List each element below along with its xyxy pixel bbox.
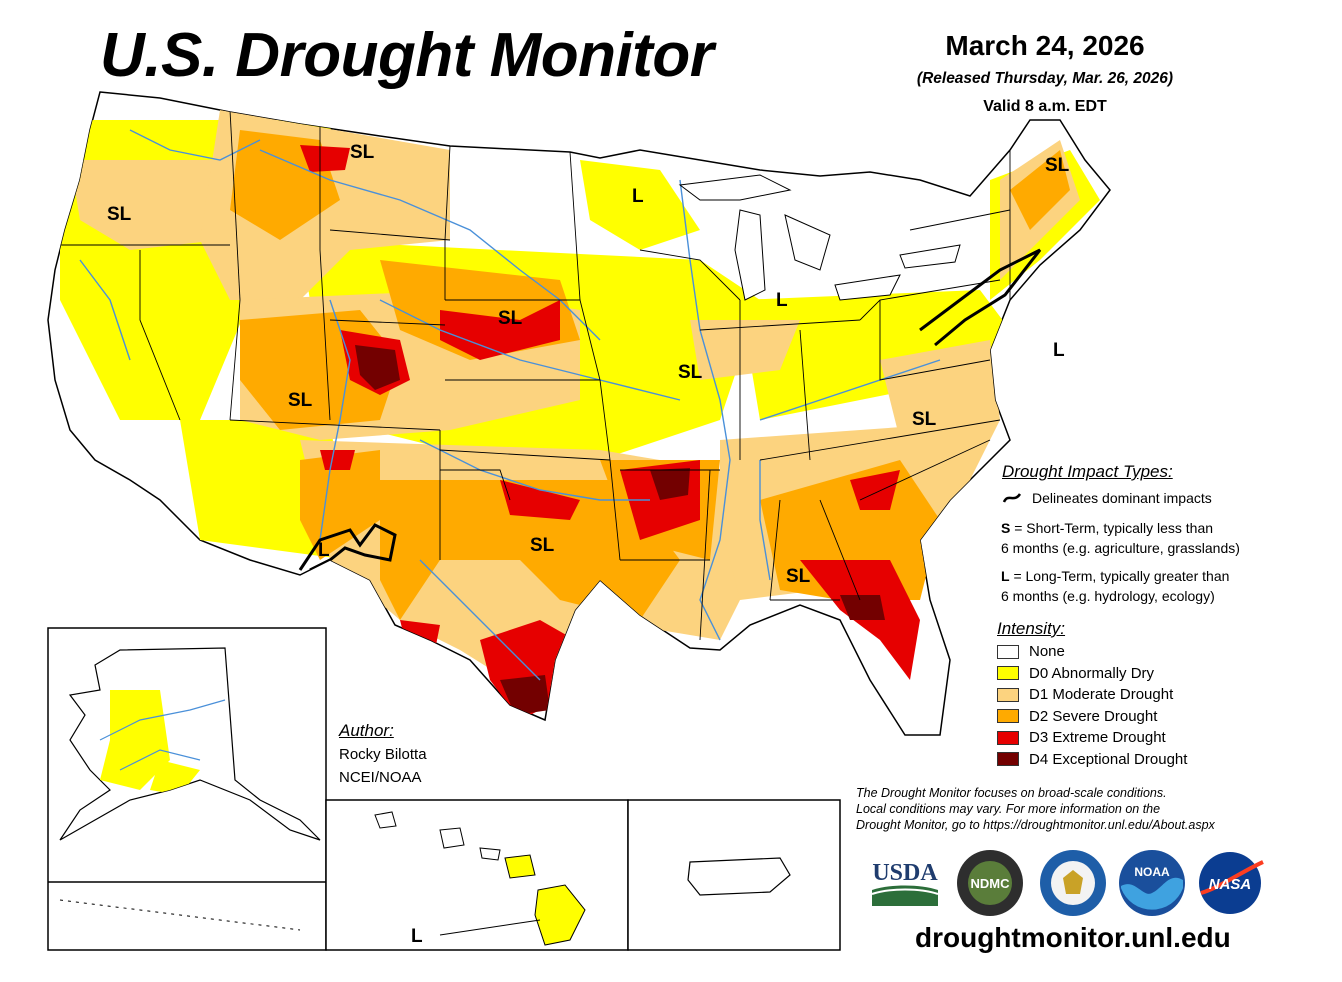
short-term-definition: S = Short-Term, typically less than 6 mo… [1001, 518, 1301, 558]
d0-region [580, 160, 700, 250]
legend-swatch [997, 730, 1019, 745]
impact-label: L [411, 926, 423, 947]
long-term-key: L [1001, 568, 1010, 584]
legend-item: D1 Moderate Drought [997, 684, 1187, 706]
valid-time: Valid 8 a.m. EDT [983, 98, 1107, 115]
hawaii-map [374, 811, 586, 946]
legend-swatch [997, 666, 1019, 681]
impact-label: SL [530, 535, 555, 556]
ndmc-logo-text: NDMC [971, 876, 1011, 891]
d3-region [300, 145, 350, 172]
conus-map [47, 91, 1111, 736]
impact-boundaries [298, 248, 1042, 572]
short-term-desc2: 6 months (e.g. agriculture, grasslands) [1001, 540, 1240, 556]
impact-label: SL [786, 566, 811, 587]
d2-region [1010, 150, 1070, 230]
legend-item: D2 Severe Drought [997, 706, 1187, 728]
legend-swatch [997, 644, 1019, 659]
impact-types-heading: Drought Impact Types: [1002, 462, 1173, 481]
legend-label: D4 Exceptional Drought [1029, 750, 1188, 768]
d2-region [300, 450, 380, 560]
boundary-line-icon [1002, 493, 1022, 503]
d4-region [500, 675, 550, 715]
legend-swatch [997, 752, 1019, 767]
release-date: (Released Thursday, Mar. 26, 2026) [916, 70, 1174, 87]
author-org: NCEI/NOAA [339, 769, 422, 786]
impact-label: SL [678, 362, 703, 383]
website-url[interactable]: droughtmonitor.unl.edu [915, 922, 1231, 953]
d3-region [320, 450, 355, 470]
legend-label: D2 Severe Drought [1029, 707, 1158, 725]
short-term-desc: = Short-Term, typically less than [1010, 520, 1214, 536]
long-term-definition: L = Long-Term, typically greater than 6 … [1001, 566, 1301, 606]
disclaimer-line: Local conditions may vary. For more info… [856, 802, 1161, 816]
legend-label: D3 Extreme Drought [1029, 729, 1166, 747]
impact-label: SL [1045, 155, 1070, 176]
d4-region [355, 345, 400, 390]
d4-region [840, 595, 885, 620]
d1-region [70, 160, 220, 250]
map-date: March 24, 2026 [945, 30, 1145, 61]
usda-logo-text: USDA [872, 860, 938, 886]
impact-label: SL [350, 142, 375, 163]
noaa-logo-text: NOAA [1134, 865, 1170, 879]
legend-swatch [997, 687, 1019, 702]
d3-region [440, 300, 560, 360]
legend-label: D0 Abnormally Dry [1029, 664, 1155, 682]
great-lakes [678, 174, 961, 301]
long-term-desc2: 6 months (e.g. hydrology, ecology) [1001, 588, 1215, 604]
puerto-rico-map [687, 857, 791, 896]
impact-label: L [776, 290, 788, 311]
d3-region [500, 480, 580, 520]
legend-item: D4 Exceptional Drought [997, 749, 1187, 771]
impact-label: SL [107, 204, 132, 225]
d0-region [740, 290, 1010, 420]
legend-item: D3 Extreme Drought [997, 727, 1187, 749]
legend-swatch [997, 709, 1019, 724]
delineates-text: Delineates dominant impacts [1032, 490, 1212, 506]
impact-label: L [318, 540, 330, 561]
d1-region [880, 340, 1000, 440]
commerce-logo [1040, 850, 1106, 916]
author-heading: Author: [339, 721, 394, 740]
legend-label: None [1029, 643, 1065, 661]
ndmc-logo: NDMC [957, 850, 1023, 916]
impact-label: SL [288, 390, 313, 411]
delineates-legend: Delineates dominant impacts [1002, 490, 1212, 506]
legend-item: None [997, 641, 1187, 663]
intensity-heading: Intensity: [997, 619, 1066, 638]
map-title: U.S. Drought Monitor [100, 21, 714, 90]
impact-label: SL [912, 409, 937, 430]
nasa-logo-text: NASA [1209, 876, 1252, 893]
impact-label: SL [498, 308, 523, 329]
disclaimer-line: Drought Monitor, go to https://droughtmo… [856, 818, 1215, 832]
noaa-logo: NOAA [1119, 850, 1185, 916]
long-term-desc: = Long-Term, typically greater than [1009, 568, 1230, 584]
d1-region [690, 320, 800, 380]
nasa-logo: NASA [1199, 852, 1264, 914]
disclaimer-line: The Drought Monitor focuses on broad-sca… [856, 786, 1167, 800]
alaska-map [59, 647, 321, 931]
usda-logo: USDA [871, 860, 938, 906]
disclaimer: The Drought Monitor focuses on broad-sca… [856, 785, 1296, 833]
legend-label: D1 Moderate Drought [1029, 686, 1174, 704]
state-borders [60, 109, 1011, 641]
hawaii-inset-frame [325, 799, 629, 951]
author-name: Rocky Bilotta [339, 746, 427, 763]
d3-region [400, 620, 440, 650]
impact-label: L [1053, 340, 1065, 361]
d3-region [850, 470, 900, 510]
impact-label: L [632, 186, 644, 207]
intensity-legend: None D0 Abnormally Dry D1 Moderate Drought… [997, 641, 1187, 770]
legend-item: D0 Abnormally Dry [997, 663, 1187, 685]
d4-region [650, 468, 690, 500]
short-term-key: S [1001, 520, 1011, 536]
